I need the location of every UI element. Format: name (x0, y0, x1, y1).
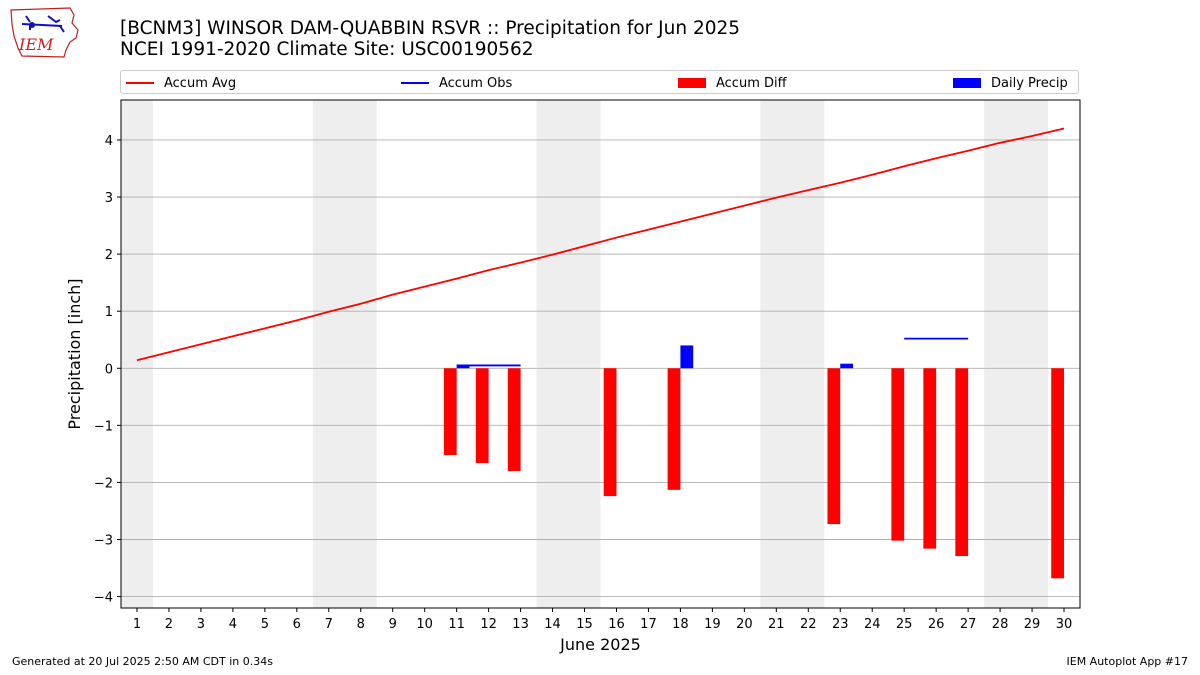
x-tick-label: 9 (389, 617, 397, 632)
accum-diff-bar (443, 368, 457, 456)
y-axis-ticks: −4 −3 −2 −1 0 1 2 3 4 (94, 134, 121, 606)
accum-diff-bars (443, 368, 1065, 579)
legend-item-accum-obs: Accum Obs (401, 73, 512, 93)
y-tick-label: 3 (105, 191, 113, 206)
x-tick-label: 17 (640, 617, 657, 632)
x-tick-label: 2 (165, 617, 173, 632)
x-tick-label: 1 (133, 617, 141, 632)
legend-swatch-daily-precip (953, 78, 981, 88)
iem-logo: IEM (10, 7, 79, 58)
x-axis-ticks: 1 2 3 4 5 6 7 8 9 10 11 12 13 14 15 16 17 18 19 20 21 22 23 24 2… (133, 608, 1072, 632)
y-tick-label: 2 (105, 248, 113, 263)
weekend-band (312, 100, 377, 608)
x-tick-label: 27 (960, 617, 977, 632)
y-tick-label: −1 (94, 419, 113, 434)
weekend-shading (121, 100, 1049, 608)
y-tick-label: 1 (105, 305, 113, 320)
x-tick-label: 5 (261, 617, 269, 632)
x-tick-label: 21 (768, 617, 785, 632)
x-tick-label: 7 (325, 617, 333, 632)
weekend-band (536, 100, 601, 608)
weekend-band (760, 100, 825, 608)
legend-item-accum-avg: Accum Avg (126, 73, 236, 93)
weekend-band (121, 100, 153, 608)
x-tick-label: 4 (229, 617, 237, 632)
x-axis-label: June 2025 (559, 635, 641, 654)
chart-title: [BCNM3] WINSOR DAM-QUABBIN RSVR :: Preci… (120, 18, 740, 60)
weekend-band (984, 100, 1049, 608)
accum-diff-bar (891, 368, 905, 541)
accum-diff-bar (827, 368, 841, 525)
accum-diff-bar (923, 368, 937, 549)
x-tick-label: 28 (992, 617, 1009, 632)
x-tick-label: 19 (704, 617, 721, 632)
y-axis-label: Precipitation [inch] (65, 278, 84, 429)
accum-diff-bar (507, 368, 521, 472)
chart-legend: Accum Avg Accum Obs Accum Diff Daily Pre… (120, 70, 1079, 94)
legend-label-accum-obs: Accum Obs (439, 75, 513, 91)
x-tick-label: 11 (448, 617, 465, 632)
daily-precip-bars (456, 345, 854, 369)
title-line-1: [BCNM3] WINSOR DAM-QUABBIN RSVR :: Preci… (120, 18, 741, 39)
legend-swatch-accum-avg (126, 82, 154, 84)
legend-label-daily-precip: Daily Precip (991, 75, 1068, 91)
daily-precip-bar (840, 363, 854, 369)
legend-swatch-accum-obs (401, 82, 429, 84)
x-tick-label: 30 (1056, 617, 1073, 632)
accum-diff-bar (667, 368, 681, 490)
daily-precip-bar (680, 345, 694, 369)
x-tick-label: 14 (544, 617, 561, 632)
y-tick-label: 0 (105, 362, 113, 377)
x-tick-label: 23 (832, 617, 849, 632)
x-tick-label: 12 (480, 617, 497, 632)
legend-label-accum-diff: Accum Diff (716, 75, 787, 91)
x-tick-label: 3 (197, 617, 205, 632)
accum-diff-bar (603, 368, 617, 497)
accum-obs-line (456, 337, 969, 367)
x-tick-label: 24 (864, 617, 881, 632)
generated-timestamp: Generated at 20 Jul 2025 2:50 AM CDT in … (12, 655, 273, 668)
legend-label-accum-avg: Accum Avg (164, 75, 237, 91)
x-tick-label: 20 (736, 617, 753, 632)
daily-precip-bar (456, 365, 470, 369)
accum-avg-series (136, 127, 1065, 362)
x-tick-label: 29 (1024, 617, 1041, 632)
accum-diff-bar (1051, 368, 1065, 579)
x-tick-label: 22 (800, 617, 817, 632)
x-tick-label: 8 (357, 617, 365, 632)
y-gridlines (121, 139, 1080, 598)
accum-diff-bar (955, 368, 969, 557)
autoplot-app-label: IEM Autoplot App #17 (1066, 655, 1189, 668)
y-tick-label: −4 (94, 591, 113, 606)
x-tick-label: 6 (293, 617, 301, 632)
legend-swatch-accum-diff (678, 78, 706, 88)
x-tick-label: 25 (896, 617, 913, 632)
accum-diff-bar (475, 368, 489, 464)
plot-frame (120, 99, 1081, 609)
x-tick-label: 10 (416, 617, 433, 632)
y-tick-label: −2 (94, 476, 113, 491)
x-tick-label: 18 (672, 617, 689, 632)
x-tick-label: 16 (608, 617, 625, 632)
x-tick-label: 26 (928, 617, 945, 632)
legend-item-accum-diff: Accum Diff (678, 73, 787, 93)
accum-avg-line (136, 127, 1065, 362)
title-line-2: NCEI 1991-2020 Climate Site: USC00190562 (120, 39, 534, 60)
x-tick-label: 13 (512, 617, 529, 632)
y-tick-label: 4 (105, 134, 113, 149)
y-tick-label: −3 (94, 534, 113, 549)
legend-item-daily-precip: Daily Precip (953, 73, 1068, 93)
station-dot-icon (29, 22, 35, 28)
logo-text: IEM (18, 35, 54, 54)
x-tick-label: 15 (576, 617, 593, 632)
